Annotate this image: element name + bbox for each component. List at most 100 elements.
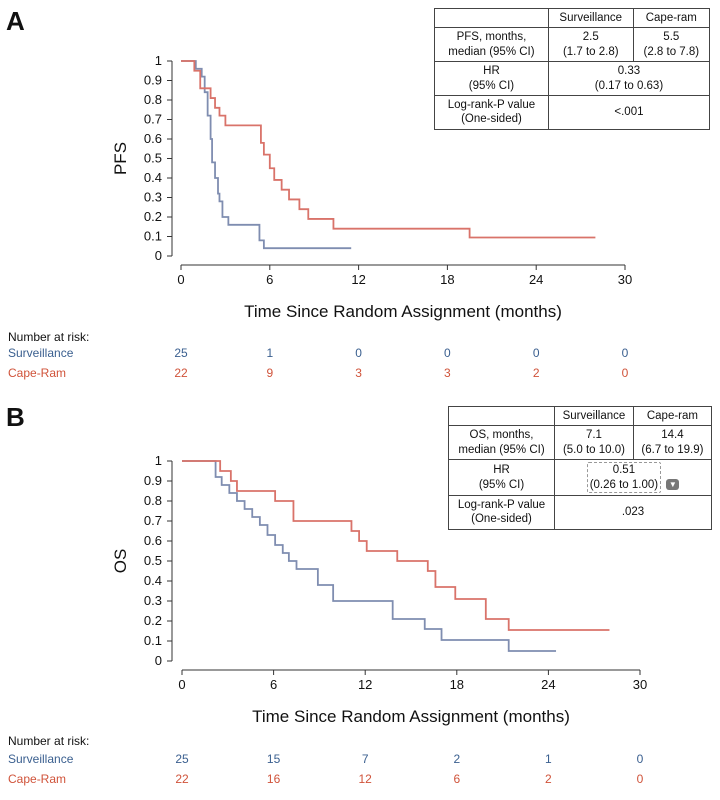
pfs-stats-table: Surveillance Cape-ram PFS, months, media… <box>434 7 711 130</box>
stats-header-cape-ram: Cape-ram <box>632 7 711 29</box>
os-stats-table: Surveillance Cape-ram OS, months, median… <box>447 405 713 530</box>
risk-count: 1 <box>266 346 274 360</box>
x-tick-label: 6 <box>266 272 273 287</box>
risk-count: 2 <box>545 772 552 786</box>
stats-row-label-median: PFS, months, median (95% CI) <box>434 27 549 63</box>
risk-count: 7 <box>361 752 369 766</box>
y-tick-label: 0.9 <box>144 473 162 488</box>
risk-count: 6 <box>453 772 461 786</box>
risk-count: 2 <box>453 752 461 766</box>
chevron-down-icon[interactable]: ▼ <box>666 478 680 490</box>
stats-hr-value: 0.33 (0.17 to 0.63) <box>547 61 711 96</box>
risk-title-b: Number at risk: <box>8 734 90 748</box>
risk-count: 0 <box>621 346 629 360</box>
stats-header-surveillance: Surveillance <box>554 405 634 427</box>
stats-row-label-hr: HR (95% CI) <box>434 61 549 96</box>
x-tick-label: 24 <box>529 272 543 287</box>
km-curve-surveillance <box>181 60 352 250</box>
x-tick-label: 0 <box>177 272 184 287</box>
risk-label-cape-ram-b: Cape-Ram <box>8 772 67 786</box>
y-tick-label: 0.2 <box>144 209 162 224</box>
km-curve-cape-ram <box>181 60 596 239</box>
stats-header-surveillance: Surveillance <box>547 7 634 29</box>
y-tick-label: 0.4 <box>144 170 162 185</box>
risk-count: 3 <box>355 366 362 380</box>
y-axis-title: PFS <box>111 142 130 175</box>
y-tick-label: 0.3 <box>144 593 162 608</box>
y-tick-label: 0.5 <box>144 151 162 166</box>
y-tick-label: 0.6 <box>144 131 162 146</box>
risk-count: 25 <box>175 752 189 766</box>
stats-header-blank <box>434 7 549 29</box>
risk-count: 0 <box>444 346 451 360</box>
risk-count: 0 <box>636 752 644 766</box>
hr-value-highlight[interactable]: 0.51 (0.26 to 1.00) <box>586 462 662 493</box>
y-tick-label: 0.7 <box>144 513 162 528</box>
chart-b-plot: 0 0.1 0.2 0.3 0.4 0.5 0.6 0.7 0.8 0.9 1 0 6 12 18 24 30 T… <box>111 453 647 726</box>
stats-row-label-hr: HR (95% CI) <box>447 459 556 496</box>
panel-a-letter: A <box>6 6 25 36</box>
km-curve-cape-ram <box>182 460 610 631</box>
risk-label-surveillance-a: Surveillance <box>8 346 74 360</box>
risk-count: 0 <box>621 366 629 380</box>
risk-count: 12 <box>358 772 372 786</box>
stats-hr-value[interactable]: 0.51 (0.26 to 1.00) ▼ <box>554 459 712 496</box>
risk-count: 1 <box>545 752 552 766</box>
stats-row-label-pvalue: Log-rank-P value (One-sided) <box>447 494 556 530</box>
km-curve-surveillance <box>182 460 557 652</box>
risk-count: 9 <box>266 366 274 380</box>
risk-label-cape-ram-a: Cape-Ram <box>8 366 67 380</box>
y-tick-label: 0.9 <box>144 73 162 88</box>
y-tick-label: 0 <box>155 653 162 668</box>
y-tick-label: 0.8 <box>144 493 162 508</box>
y-tick-label: 0.1 <box>144 633 162 648</box>
y-tick-label: 0.1 <box>144 229 162 244</box>
stats-row-label-median: OS, months, median (95% CI) <box>447 425 556 461</box>
risk-count: 22 <box>174 366 188 380</box>
y-tick-label: 0.2 <box>144 613 162 628</box>
stats-header-blank <box>447 405 556 427</box>
chart-a-plot: 0 0.1 0.2 0.3 0.4 0.5 0.6 0.7 0.8 0.9 1 0 6 12 18 24 30 T… <box>111 53 632 321</box>
stats-row-label-pvalue: Log-rank-P value (One-sided) <box>434 94 549 130</box>
risk-count: 0 <box>636 772 644 786</box>
y-tick-label: 1 <box>155 453 162 468</box>
y-tick-label: 0.5 <box>144 553 162 568</box>
risk-count: 16 <box>266 772 281 786</box>
panel-b-letter: B <box>6 402 25 432</box>
risk-count: 25 <box>174 346 188 360</box>
x-tick-label: 18 <box>450 677 464 692</box>
y-tick-label: 1 <box>155 53 162 68</box>
y-tick-label: 0.3 <box>144 190 162 205</box>
x-axis-title: Time Since Random Assignment (months) <box>244 302 562 321</box>
x-tick-label: 30 <box>633 677 647 692</box>
risk-count: 0 <box>355 346 362 360</box>
risk-count: 22 <box>175 772 189 786</box>
risk-label-surveillance-b: Surveillance <box>8 752 74 766</box>
risk-count: 0 <box>532 346 540 360</box>
stats-median-cape-ram: 5.5 (2.8 to 7.8) <box>632 27 711 63</box>
x-tick-label: 18 <box>440 272 454 287</box>
y-axis-title: OS <box>111 549 130 574</box>
y-tick-label: 0 <box>155 248 162 263</box>
x-tick-label: 12 <box>351 272 365 287</box>
y-tick-label: 0.7 <box>144 112 162 127</box>
risk-count: 15 <box>266 752 281 766</box>
x-axis-title: Time Since Random Assignment (months) <box>252 707 570 726</box>
x-tick-label: 24 <box>541 677 555 692</box>
stats-pvalue: .023 <box>554 494 712 530</box>
y-tick-label: 0.4 <box>144 573 162 588</box>
x-tick-label: 12 <box>358 677 372 692</box>
risk-title-a: Number at risk: <box>8 330 90 344</box>
x-tick-label: 30 <box>618 272 632 287</box>
y-tick-label: 0.8 <box>144 92 162 107</box>
stats-median-surveillance: 2.5 (1.7 to 2.8) <box>547 27 634 63</box>
stats-pvalue: <.001 <box>547 94 711 130</box>
risk-count: 3 <box>444 366 451 380</box>
stats-median-surveillance: 7.1 (5.0 to 10.0) <box>554 425 634 461</box>
risk-count: 2 <box>532 366 540 380</box>
stats-median-cape-ram: 14.4 (6.7 to 19.9) <box>632 425 713 461</box>
x-tick-label: 6 <box>270 677 277 692</box>
x-tick-label: 0 <box>178 677 185 692</box>
y-tick-label: 0.6 <box>144 533 162 548</box>
stats-header-cape-ram: Cape-ram <box>632 405 713 427</box>
